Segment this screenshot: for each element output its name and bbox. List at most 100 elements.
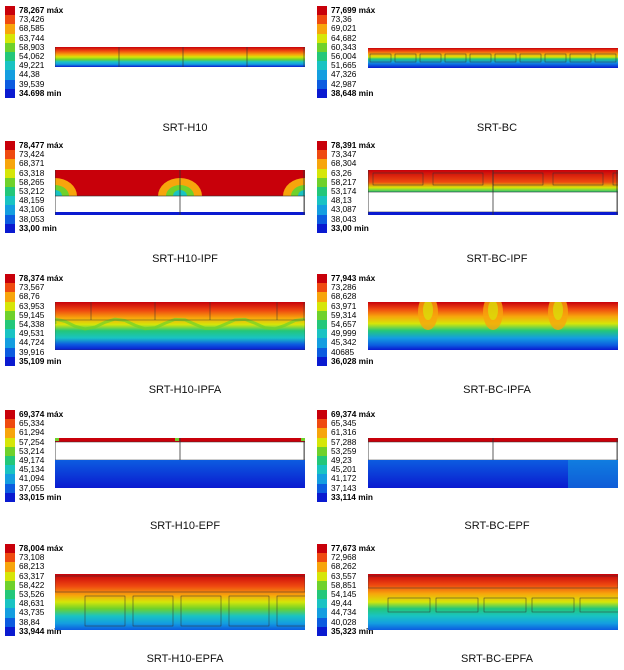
panel-caption: SRT-BC-IPF — [466, 253, 528, 265]
legend-swatch — [5, 347, 15, 357]
legend-value: 53,214 — [19, 445, 45, 456]
legend-swatch — [317, 571, 327, 581]
legend-swatch — [317, 319, 327, 330]
legend-value: 54,657 — [331, 318, 357, 329]
legend-value: 54,338 — [19, 318, 45, 329]
legend-swatch — [317, 483, 327, 493]
legend-swatch — [317, 544, 327, 554]
legend-swatch — [317, 283, 327, 293]
temperature-field — [55, 302, 305, 350]
legend-swatch — [5, 465, 15, 475]
legend-swatch — [5, 301, 15, 311]
legend-value: 44,724 — [19, 337, 45, 348]
legend-value: 63,971 — [331, 300, 357, 311]
temperature-field — [368, 48, 618, 68]
legend-value: 68,76 — [19, 291, 40, 302]
contour-plot — [55, 170, 305, 216]
legend-value: 59,145 — [19, 309, 45, 320]
legend-value: 58,903 — [19, 41, 45, 52]
legend-value: 77,699 máx — [331, 5, 376, 15]
legend-value: 35,323 min — [331, 625, 374, 636]
legend-swatch — [5, 274, 15, 284]
legend-value: 37,055 — [19, 482, 45, 493]
legend-swatch — [317, 292, 327, 302]
legend-swatch — [5, 205, 15, 215]
legend-swatch — [317, 79, 327, 89]
legend-value: 53,174 — [331, 185, 357, 196]
legend-value: 59,314 — [331, 309, 357, 320]
legend-swatch — [5, 214, 15, 224]
legend-value: 49,999 — [331, 328, 357, 339]
legend-swatch — [5, 51, 15, 62]
legend-value: 39,916 — [19, 346, 45, 357]
legend-value: 61,316 — [331, 427, 357, 438]
legend-value: 48,13 — [331, 195, 352, 206]
legend-swatch — [317, 310, 327, 320]
panel-srt-h10: 78,267 máx 73,426 68,585 63,744 58,903 54,062… — [0, 0, 306, 134]
panel-srt-h10-ipf: 78,477 máx 73,424 68,371 63,318 58,265 53,212… — [0, 135, 306, 267]
legend-swatch — [317, 338, 327, 348]
panel-srt-h10-epfa: 78,004 máx 73,108 68,213 63,317 58,422 53,526… — [0, 538, 306, 670]
legend-swatch — [5, 6, 15, 16]
legend-swatch — [5, 437, 15, 447]
legend-swatch — [317, 88, 327, 98]
legend-swatch — [5, 571, 15, 581]
legend-swatch — [317, 24, 327, 34]
temperature-field — [55, 170, 305, 215]
legend-value: 33,00 min — [331, 222, 369, 233]
legend-swatch — [317, 419, 327, 429]
legend-value: 44,734 — [331, 607, 357, 618]
legend-value: 63,557 — [331, 570, 357, 581]
legend-value: 72,968 — [331, 552, 357, 563]
legend-value: 38,053 — [19, 213, 45, 224]
legend-swatch — [5, 70, 15, 80]
legend-value: 33,944 min — [19, 625, 62, 636]
legend-value: 37,143 — [331, 482, 357, 493]
legend-swatch — [317, 617, 327, 627]
legend-value: 69,374 máx — [331, 409, 376, 419]
panel-caption: SRT-H10-IPFA — [148, 384, 222, 396]
panel-srt-bc-epfa: 77,673 máx 72,968 68,262 63,557 58,851 54,145… — [312, 538, 618, 670]
legend-swatch — [317, 410, 327, 420]
legend-value: 78,391 máx — [331, 140, 376, 150]
legend-swatch — [317, 61, 327, 71]
contour-plot — [368, 170, 618, 216]
panel-srt-bc-ipf: 78,391 máx 73,347 68,304 63,26 58,217 53,174 4… — [312, 135, 618, 267]
legend-swatch — [317, 553, 327, 563]
legend-swatch — [5, 33, 15, 43]
legend-value: 53,259 — [331, 445, 357, 456]
legend-swatch — [5, 24, 15, 34]
legend-value: 78,267 máx — [19, 5, 64, 15]
legend-swatch — [317, 492, 327, 502]
legend-value: 34.698 min — [19, 87, 62, 98]
legend-swatch — [317, 347, 327, 357]
legend-value: 42,987 — [331, 78, 357, 89]
legend-swatch — [317, 141, 327, 151]
legend-value: 53,212 — [19, 185, 45, 196]
legend-value: 51,665 — [331, 60, 357, 71]
legend-swatch — [317, 626, 327, 636]
legend-value: 48,631 — [19, 598, 45, 609]
legend-swatch — [5, 223, 15, 233]
contour-plot — [368, 438, 618, 488]
legend-swatch — [317, 356, 327, 366]
legend-value: 68,371 — [19, 158, 45, 169]
legend-value: 45,134 — [19, 464, 45, 475]
legend-swatch — [317, 274, 327, 284]
legend-swatch — [317, 608, 327, 618]
legend-swatch — [317, 15, 327, 25]
legend-swatch — [5, 15, 15, 25]
legend-value: 73,567 — [19, 282, 45, 293]
legend-swatch — [5, 141, 15, 151]
legend-swatch — [5, 319, 15, 330]
legend-swatch — [317, 465, 327, 475]
legend-swatch — [317, 589, 327, 600]
legend-value: 63,318 — [19, 167, 45, 178]
legend-value: 35,109 min — [19, 355, 62, 366]
legend-value: 77,943 máx — [331, 273, 376, 283]
legend-value: 44,38 — [19, 69, 40, 80]
legend-value: 60,343 — [331, 41, 357, 52]
temperature-field — [368, 574, 618, 630]
panel-srt-bc-ipfa: 77,943 máx 73,286 68,628 63,971 59,314 54,657… — [312, 268, 618, 400]
legend-swatch — [317, 599, 327, 609]
